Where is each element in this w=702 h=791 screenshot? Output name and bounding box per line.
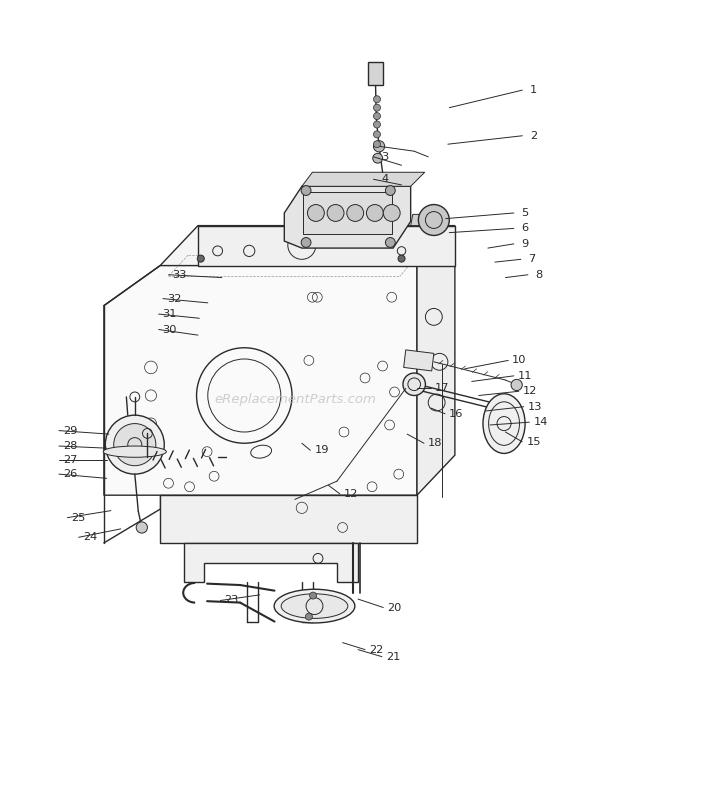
Text: 4: 4 [381, 174, 388, 184]
Circle shape [385, 186, 395, 195]
Polygon shape [368, 62, 383, 85]
Circle shape [366, 205, 383, 221]
Polygon shape [284, 187, 411, 248]
Polygon shape [302, 172, 425, 187]
Text: eReplacementParts.com: eReplacementParts.com [214, 392, 376, 406]
Circle shape [347, 205, 364, 221]
Text: 5: 5 [522, 208, 529, 218]
Polygon shape [417, 225, 455, 495]
Circle shape [105, 415, 164, 474]
Circle shape [383, 205, 400, 221]
Circle shape [373, 121, 380, 128]
Text: 15: 15 [526, 437, 541, 447]
Polygon shape [160, 495, 417, 543]
Circle shape [301, 186, 311, 195]
Text: 32: 32 [167, 293, 181, 304]
Text: 18: 18 [428, 438, 442, 448]
Circle shape [301, 237, 311, 248]
Text: 26: 26 [63, 469, 77, 479]
Text: 16: 16 [449, 409, 463, 418]
Text: 29: 29 [63, 426, 77, 436]
Circle shape [373, 96, 380, 103]
Circle shape [373, 104, 380, 112]
Text: 14: 14 [534, 417, 548, 427]
Polygon shape [160, 225, 455, 266]
Polygon shape [198, 225, 455, 266]
Text: 12: 12 [523, 386, 537, 396]
Text: 30: 30 [163, 324, 177, 335]
Text: 33: 33 [173, 270, 187, 280]
Circle shape [418, 205, 449, 236]
Polygon shape [104, 266, 417, 495]
Text: 31: 31 [163, 309, 177, 319]
Ellipse shape [274, 589, 355, 623]
Circle shape [385, 237, 395, 248]
Text: 20: 20 [388, 603, 402, 612]
Ellipse shape [103, 446, 166, 457]
Text: 9: 9 [522, 239, 529, 249]
Circle shape [511, 380, 522, 391]
Text: 7: 7 [529, 255, 536, 264]
Circle shape [114, 423, 156, 466]
Circle shape [136, 522, 147, 533]
Circle shape [373, 141, 380, 148]
Circle shape [373, 131, 380, 138]
Circle shape [307, 205, 324, 221]
Polygon shape [184, 543, 358, 581]
Circle shape [398, 255, 405, 262]
Text: 13: 13 [528, 402, 542, 412]
Polygon shape [411, 214, 441, 225]
Text: 2: 2 [530, 131, 537, 141]
Text: 27: 27 [63, 455, 77, 465]
Text: 25: 25 [72, 513, 86, 523]
Ellipse shape [483, 394, 525, 453]
Text: 19: 19 [314, 445, 329, 456]
Circle shape [305, 613, 312, 620]
Text: 1: 1 [530, 85, 537, 95]
Text: 22: 22 [369, 645, 383, 655]
Text: 6: 6 [522, 223, 529, 233]
Text: 3: 3 [381, 152, 388, 162]
Text: 28: 28 [63, 441, 77, 451]
Text: 12: 12 [344, 489, 358, 499]
Polygon shape [303, 192, 392, 234]
Circle shape [373, 112, 380, 119]
Circle shape [373, 153, 383, 163]
Circle shape [310, 592, 317, 599]
Text: 21: 21 [386, 652, 400, 661]
Text: 17: 17 [435, 384, 449, 393]
Circle shape [327, 205, 344, 221]
Text: 11: 11 [518, 371, 532, 380]
Text: 24: 24 [83, 532, 97, 543]
Text: 8: 8 [536, 270, 543, 280]
Polygon shape [404, 350, 434, 371]
Circle shape [373, 141, 385, 152]
Ellipse shape [281, 594, 348, 619]
Circle shape [197, 255, 204, 262]
Text: 23: 23 [225, 596, 239, 605]
Ellipse shape [403, 373, 425, 396]
Text: 10: 10 [512, 355, 526, 365]
